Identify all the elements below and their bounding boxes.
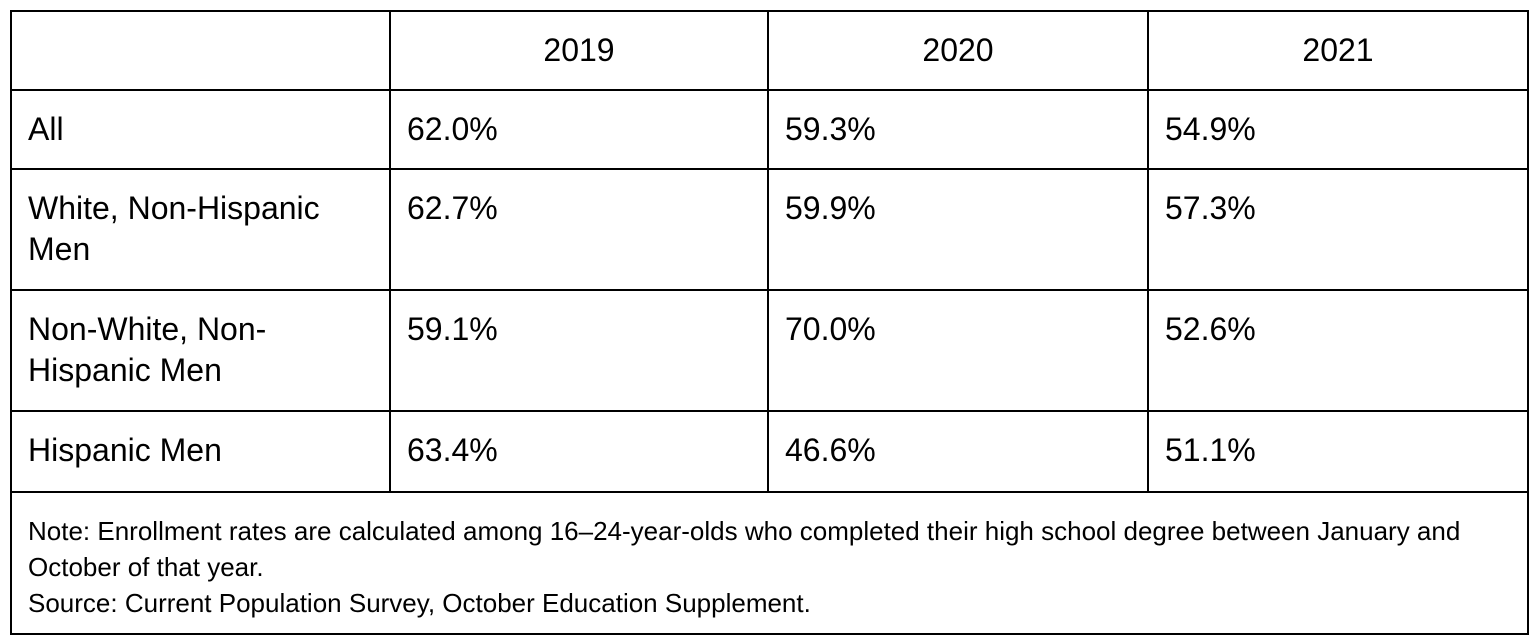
note-row: Note: Enrollment rates are calculated am… bbox=[10, 491, 1529, 635]
table-cell: 59.9% bbox=[767, 168, 1149, 291]
table-row: White, Non-Hispanic Men 62.7% 59.9% 57.3% bbox=[10, 168, 1529, 291]
header-row: 2019 2020 2021 bbox=[10, 10, 1529, 91]
column-header: 2019 bbox=[389, 10, 769, 91]
note: Note: Enrollment rates are calculated am… bbox=[28, 516, 1461, 582]
row-label: Hispanic Men bbox=[10, 410, 391, 493]
table-cell: 59.1% bbox=[389, 289, 769, 412]
table-cell: 70.0% bbox=[767, 289, 1149, 412]
table-cell: 59.3% bbox=[767, 89, 1149, 170]
column-header: 2020 bbox=[767, 10, 1149, 91]
row-label: White, Non-Hispanic Men bbox=[10, 168, 391, 291]
table-cell: 54.9% bbox=[1147, 89, 1529, 170]
source: Source: Current Population Survey, Octob… bbox=[28, 588, 811, 618]
table-cell: 57.3% bbox=[1147, 168, 1529, 291]
table-cell: 52.6% bbox=[1147, 289, 1529, 412]
column-header: 2021 bbox=[1147, 10, 1529, 91]
table-row: Hispanic Men 63.4% 46.6% 51.1% bbox=[10, 410, 1529, 493]
table-cell: 62.0% bbox=[389, 89, 769, 170]
row-label: Non-White, Non-Hispanic Men bbox=[10, 289, 391, 412]
table-cell: 51.1% bbox=[1147, 410, 1529, 493]
table-row: All 62.0% 59.3% 54.9% bbox=[10, 89, 1529, 170]
note-cell: Note: Enrollment rates are calculated am… bbox=[10, 491, 1529, 635]
row-label: All bbox=[10, 89, 391, 170]
table-cell: 46.6% bbox=[767, 410, 1149, 493]
table-cell: 62.7% bbox=[389, 168, 769, 291]
table-row: Non-White, Non-Hispanic Men 59.1% 70.0% 52.… bbox=[10, 289, 1529, 412]
corner-cell bbox=[10, 10, 391, 91]
data-table: 2019 2020 2021 All 62.0% 59.3% 54.9% White, No… bbox=[10, 10, 1529, 635]
table-cell: 63.4% bbox=[389, 410, 769, 493]
